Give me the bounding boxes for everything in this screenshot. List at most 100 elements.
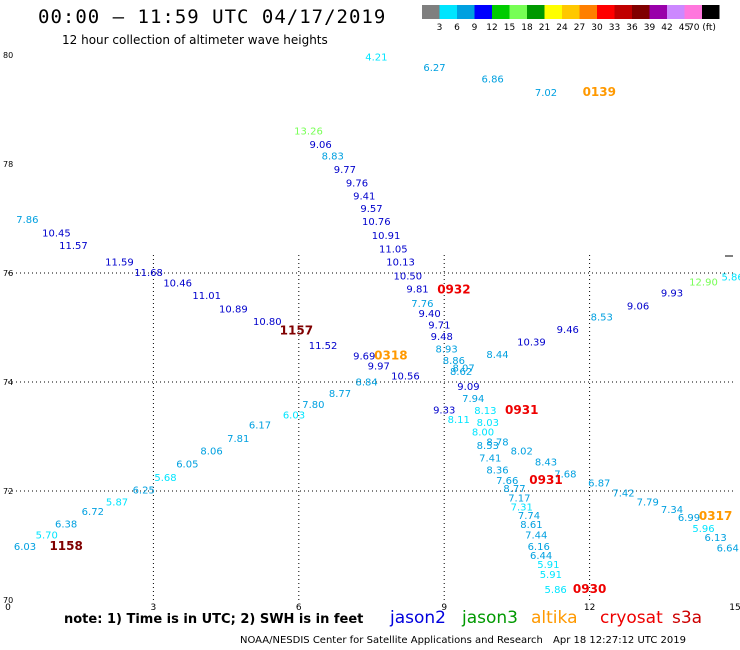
colorbar-swatch <box>474 5 492 19</box>
wave-height-label: 8.77 <box>329 389 351 400</box>
colorbar-label: 39 <box>644 23 656 33</box>
data-labels: 4.216.276.867.02 013913.269.068.839.779.7… <box>14 52 740 596</box>
wave-height-label: 9.93 <box>661 289 683 300</box>
y-tick-label: 76 <box>3 269 13 278</box>
wave-height-label: 11.57 <box>59 241 88 252</box>
wave-height-label: 11.52 <box>309 341 338 352</box>
colorbar-swatch <box>649 5 667 19</box>
wave-height-label: 6.87 <box>588 478 610 489</box>
pass-time-label: 0931 <box>505 403 538 417</box>
y-tick-label: 70 <box>3 596 13 605</box>
wave-height-label: 7.86 <box>16 215 38 226</box>
wave-height-label: 9.33 <box>433 405 455 416</box>
wave-height-label: 6.03 <box>14 542 36 553</box>
wave-height-label: 11.68 <box>134 268 163 279</box>
wave-height-label: 7.81 <box>227 434 249 445</box>
wave-height-label: 8.11 <box>448 415 470 426</box>
timestamp-text: Apr 18 12:27:12 UTC 2019 <box>553 635 686 646</box>
colorbar-swatch <box>562 5 580 19</box>
wave-height-label: 6.38 <box>55 519 77 530</box>
legend-item-cryosat: cryosat <box>600 608 663 628</box>
credit-text: NOAA/NESDIS Center for Satellite Applica… <box>240 635 543 646</box>
colorbar-label: 36 <box>626 23 638 33</box>
wave-height-label: 8.00 <box>472 428 494 439</box>
wave-height-label: 10.91 <box>372 231 401 242</box>
wave-height-label: 9.76 <box>346 179 368 190</box>
pass-time-label: 0931 <box>529 473 562 487</box>
colorbar-swatch <box>457 5 475 19</box>
y-tick-label: 74 <box>3 378 13 387</box>
wave-height-label: 5.68 <box>154 473 176 484</box>
wave-height-label: 9.06 <box>627 301 649 312</box>
wave-height-label: 8.03 <box>477 418 499 429</box>
wave-height-label: 8.43 <box>535 458 557 469</box>
wave-height-label: 11.05 <box>379 245 408 256</box>
colorbar-swatch <box>597 5 615 19</box>
wave-height-label: 7.02 <box>535 88 557 99</box>
wave-height-label: 8.83 <box>322 151 344 162</box>
wave-height-label: 8.61 <box>520 520 542 531</box>
wave-height-label: 5.96 <box>692 524 714 535</box>
colorbar-swatch <box>422 5 440 19</box>
wave-height-label: 7.68 <box>554 469 576 480</box>
wave-height-label: 11.59 <box>105 257 134 268</box>
wave-height-label: 8.07 <box>452 364 474 375</box>
wave-height-label: 4.21 <box>365 52 387 63</box>
pass-time-label: 0932 <box>437 282 470 296</box>
wave-height-label: 5.91 <box>537 560 559 571</box>
grid <box>8 255 735 600</box>
footer-note: note: 1) Time is in UTC; 2) SWH is in fe… <box>64 612 364 627</box>
legend-item-altika: altika <box>531 608 578 628</box>
wave-height-label: 9.41 <box>353 191 375 202</box>
wave-height-label: 5.86 <box>721 273 740 284</box>
colorbar-label: 6 <box>454 23 460 33</box>
wave-height-label: 10.13 <box>386 258 415 269</box>
x-tick-label: 12 <box>584 603 595 613</box>
y-tick-label: 72 <box>3 487 13 496</box>
wave-height-label: 7.42 <box>612 488 634 499</box>
wave-height-label: 6.64 <box>717 543 739 554</box>
colorbar-label: 33 <box>609 23 620 33</box>
colorbar-swatch <box>492 5 510 19</box>
wave-height-label: 9.06 <box>309 140 331 151</box>
pass-time-label: 0318 <box>374 348 407 362</box>
x-tick-label: 0 <box>5 603 11 613</box>
chart-subtitle: 12 hour collection of altimeter wave hei… <box>62 33 328 47</box>
wave-height-label: 8.78 <box>486 438 508 449</box>
wave-height-label: 6.99 <box>678 513 700 524</box>
wave-height-label: 7.94 <box>462 394 484 405</box>
wave-height-label: 10.50 <box>394 271 423 282</box>
wave-height-label: 7.76 <box>411 299 433 310</box>
wave-height-label: 7.74 <box>518 511 540 522</box>
wave-height-label: 8.84 <box>356 378 378 389</box>
colorbar-label: 12 <box>486 23 497 33</box>
wave-height-label: 6.25 <box>133 485 155 496</box>
wave-height-label: 5.87 <box>106 498 128 509</box>
colorbar-label: 45 <box>679 23 690 33</box>
wave-height-label: 9.48 <box>431 332 453 343</box>
wave-height-label: 8.93 <box>435 344 457 355</box>
pass-time-label: 0139 <box>583 85 616 99</box>
wave-height-label: 8.36 <box>486 466 508 477</box>
wave-height-label: 11.01 <box>192 291 221 302</box>
wave-height-label: 10.76 <box>362 217 391 228</box>
x-tick-label: 3 <box>151 603 157 613</box>
colorbar-label: 18 <box>521 23 533 33</box>
wave-height-label: 8.86 <box>443 356 465 367</box>
wave-height-label: 6.86 <box>482 74 504 85</box>
wave-height-label: 8.13 <box>474 406 496 417</box>
pass-time-label: 0930 <box>573 582 606 596</box>
wave-height-label: 6.27 <box>423 63 445 74</box>
colorbar-swatch <box>684 5 702 19</box>
wave-height-label: 6.72 <box>82 507 104 518</box>
wave-height-label: 9.46 <box>557 325 579 336</box>
colorbar-label: 3 <box>437 23 443 33</box>
axes: 0 3 6 9 12 15 70 72 74 76 78 80 <box>3 51 740 613</box>
colorbar-swatch <box>439 5 457 19</box>
wave-height-label: 5.91 <box>540 570 562 581</box>
wave-height-label: 7.41 <box>479 453 501 464</box>
colorbar-swatch <box>544 5 562 19</box>
wave-height-label: 7.66 <box>496 476 518 487</box>
colorbar-label: 15 <box>504 23 515 33</box>
